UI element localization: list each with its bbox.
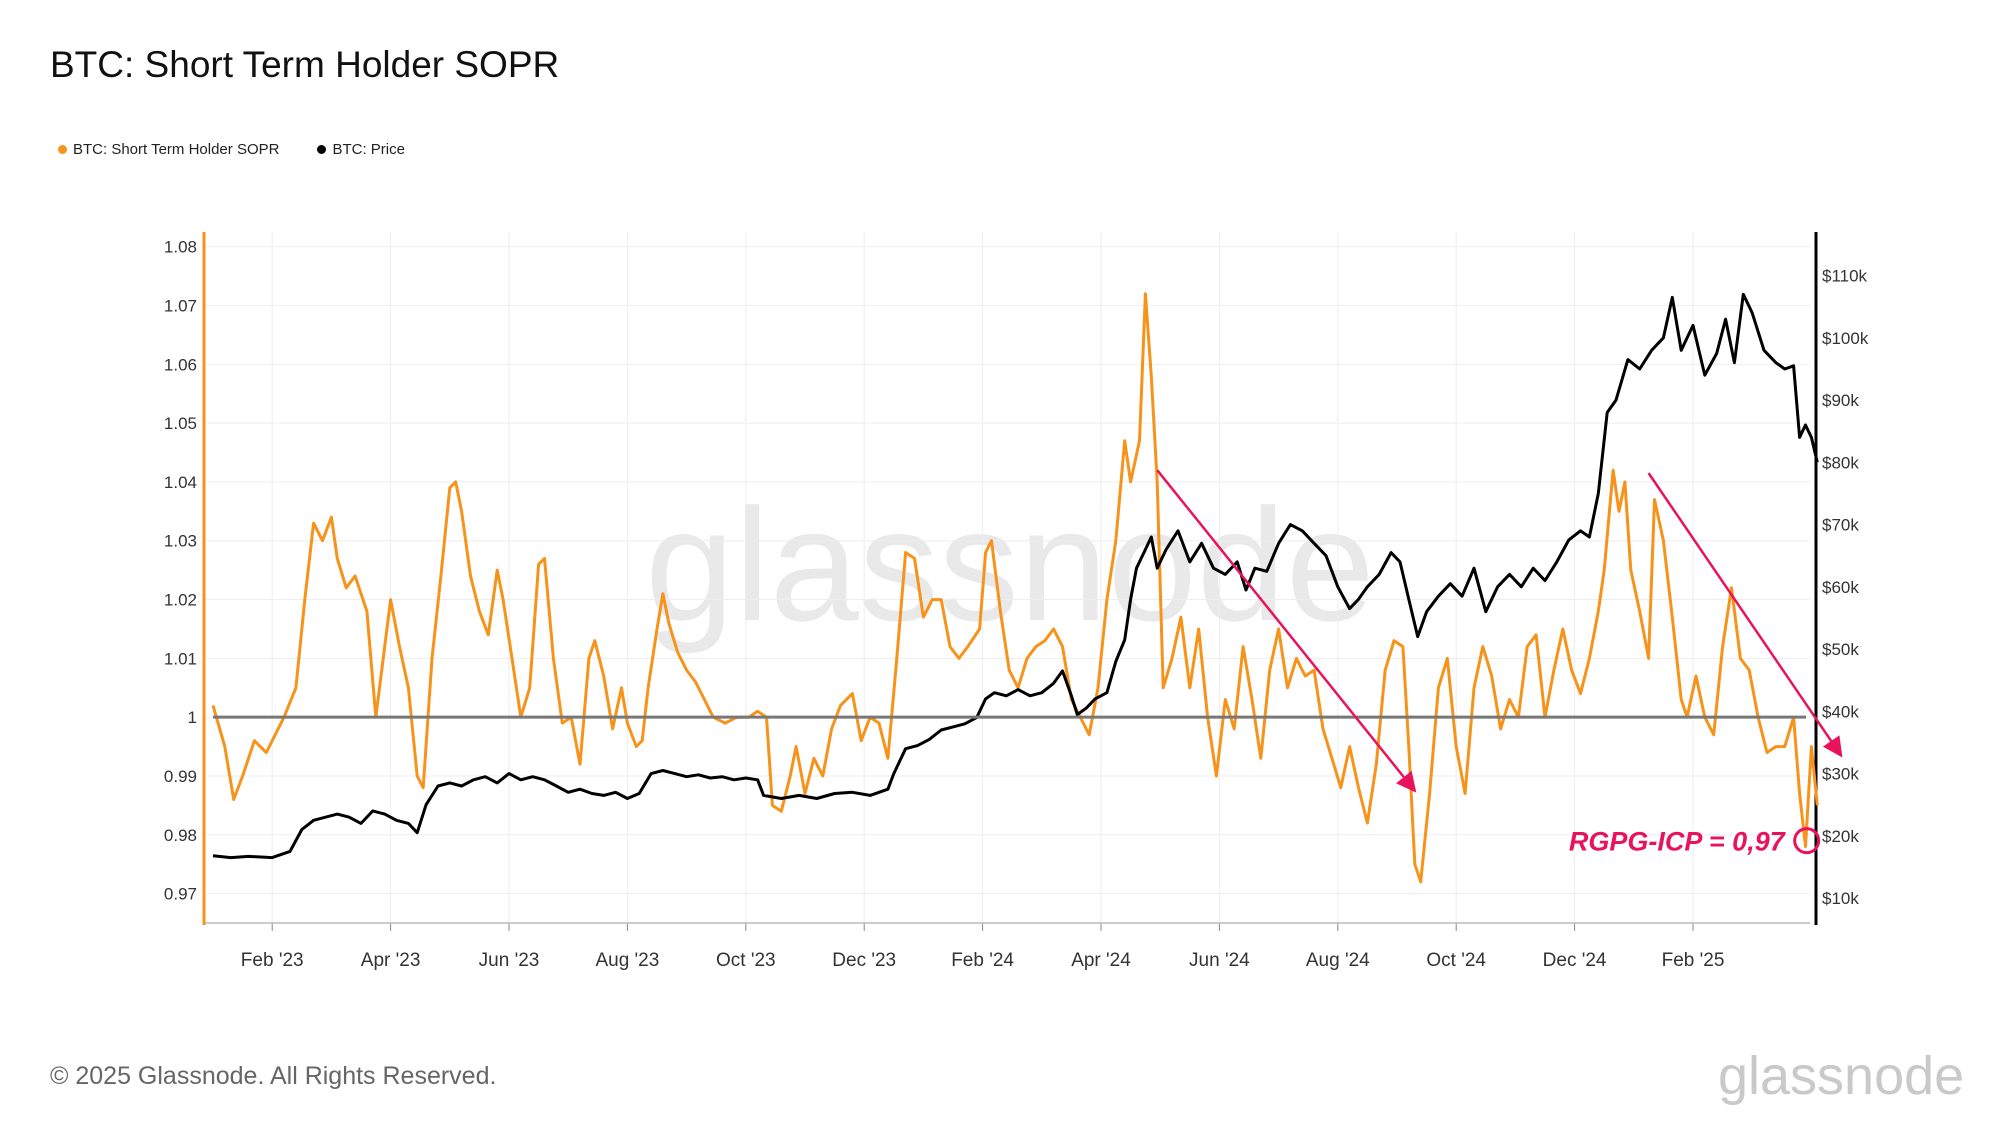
trend-arrow xyxy=(1156,469,1417,793)
y-left-tick-label: 1.03 xyxy=(164,532,197,551)
y-right-tick-label: $20k xyxy=(1822,827,1859,846)
y-right-tick-label: $100k xyxy=(1822,329,1869,348)
y-right-tick-label: $80k xyxy=(1822,453,1859,472)
y-right-tick-label: $50k xyxy=(1822,640,1859,659)
y-left-tick-label: 1.05 xyxy=(164,414,197,433)
y-right-tick-label: $90k xyxy=(1822,391,1859,410)
series-line-sopr xyxy=(211,292,1819,884)
x-tick-label: Apr '23 xyxy=(361,950,421,971)
x-tick-label: Feb '25 xyxy=(1662,950,1725,971)
y-left-tick-label: 0.97 xyxy=(164,885,197,904)
x-tick-label: Aug '24 xyxy=(1306,950,1370,971)
y-right-tick-label: $30k xyxy=(1822,765,1859,784)
highlight-circle xyxy=(1793,827,1821,855)
x-tick-label: Dec '23 xyxy=(832,950,896,971)
y-left-tick-label: 1.06 xyxy=(164,355,197,374)
y-right-tick-label: $110k xyxy=(1822,267,1868,286)
x-tick-label: Aug '23 xyxy=(595,950,659,971)
x-tick-label: Jun '24 xyxy=(1189,950,1250,971)
watermark-text: glassnode xyxy=(645,475,1374,654)
y-left-tick-label: 1.02 xyxy=(164,591,197,610)
y-left-tick-label: 1.07 xyxy=(164,297,197,316)
legend: BTC: Short Term Holder SOPR BTC: Price xyxy=(58,141,405,158)
legend-item-sopr[interactable]: BTC: Short Term Holder SOPR xyxy=(58,141,279,158)
y-right-tick-label: $70k xyxy=(1822,516,1859,535)
legend-dot-price xyxy=(317,145,327,154)
x-tick-label: Oct '23 xyxy=(716,950,776,971)
y-left-tick-label: 0.99 xyxy=(164,767,197,786)
y-right-tick-label: $60k xyxy=(1822,578,1859,597)
x-tick-label: Jun '23 xyxy=(479,950,540,971)
series-layer xyxy=(211,292,1819,884)
y-left-tick-label: 1.08 xyxy=(164,238,197,257)
chart-title: BTC: Short Term Holder SOPR xyxy=(50,44,560,85)
x-tick-label: Apr '24 xyxy=(1071,950,1131,971)
x-tick-label: Feb '23 xyxy=(241,950,304,971)
y-right-tick-label: $40k xyxy=(1822,702,1859,721)
legend-dot-sopr xyxy=(58,145,67,154)
x-tick-label: Dec '24 xyxy=(1543,950,1607,971)
annotation-label: RGPG-ICP = 0,97 xyxy=(1569,827,1787,857)
legend-item-price[interactable]: BTC: Price xyxy=(317,141,405,158)
y-left-tick-label: 1.04 xyxy=(164,473,197,492)
annotations: RGPG-ICP = 0,97 xyxy=(1156,469,1843,857)
legend-label-price: BTC: Price xyxy=(332,141,405,158)
x-tick-label: Oct '24 xyxy=(1426,950,1486,971)
y-left-tick-label: 1 xyxy=(188,708,197,727)
copyright-footer: © 2025 Glassnode. All Rights Reserved. xyxy=(50,1062,497,1090)
y-right-tick-label: $10k xyxy=(1822,889,1859,908)
trend-arrow xyxy=(1647,472,1843,758)
legend-label-sopr: BTC: Short Term Holder SOPR xyxy=(73,141,280,158)
series-line-price xyxy=(212,292,1819,860)
x-tick-label: Feb '24 xyxy=(951,950,1014,971)
glassnode-logo: glassnode xyxy=(1718,1046,1965,1106)
y-left-tick-label: 0.98 xyxy=(164,826,197,845)
y-left-tick-label: 1.01 xyxy=(164,649,197,668)
axes: 0.97 0.98 0.99 1 1.01 1.02 1.03 1.04 1.05 1.06 1.0… xyxy=(164,232,1869,971)
